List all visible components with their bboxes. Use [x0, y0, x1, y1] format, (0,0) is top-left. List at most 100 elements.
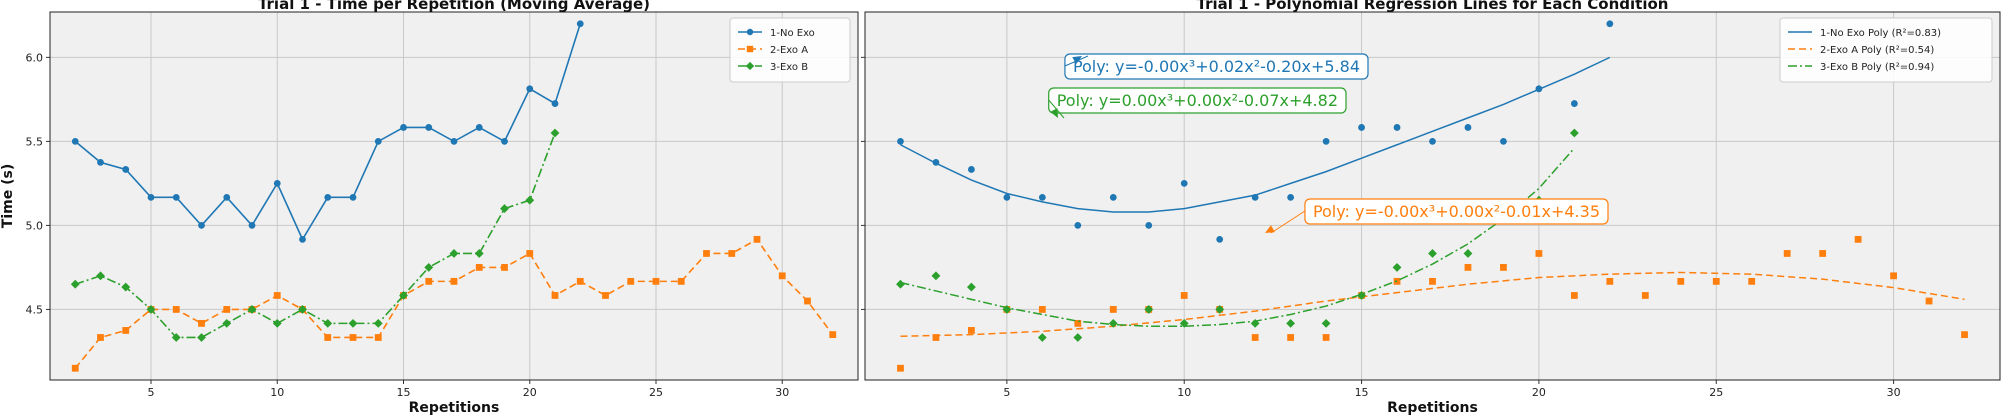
x-tick-label: 20 — [1532, 386, 1546, 399]
data-point — [1393, 124, 1401, 131]
annotation-arrow-head — [1072, 56, 1082, 65]
data-point — [1748, 277, 1756, 285]
data-point — [1890, 272, 1897, 280]
data-point — [1392, 262, 1402, 272]
data-point — [968, 327, 975, 334]
data-point — [932, 334, 940, 341]
x-tick-label: 25 — [649, 386, 663, 399]
data-point — [627, 277, 635, 285]
y-tick-label: 6.0 — [26, 51, 44, 64]
data-point — [97, 334, 104, 341]
data-point — [373, 318, 383, 328]
x-tick-label: 10 — [270, 386, 284, 399]
series-1 — [71, 20, 584, 243]
equation-annotation: Poly: y=-0.00x³+0.00x²-0.01x+4.35 — [1265, 198, 1609, 234]
data-point — [728, 250, 736, 257]
data-point — [932, 158, 940, 166]
data-point — [349, 334, 357, 341]
x-axis-label: Repetitions — [409, 400, 500, 416]
data-point — [1287, 334, 1295, 341]
data-point — [1500, 264, 1507, 271]
x-tick-label: 10 — [1177, 386, 1191, 399]
data-point — [374, 137, 382, 145]
axes-frame — [864, 11, 2001, 381]
data-point — [550, 128, 560, 138]
y-tick-label: 5.5 — [26, 135, 44, 148]
data-point — [348, 318, 358, 328]
equation-annotation: Poly: y=0.00x³+0.00x²-0.07x+4.82 — [1048, 87, 1347, 119]
series-3 — [70, 128, 560, 342]
data-point — [703, 250, 710, 257]
legend-label: 2-Exo A Poly (R²=0.54) — [1820, 45, 1934, 56]
data-point — [829, 331, 837, 339]
data-point — [374, 334, 382, 341]
data-point — [1109, 306, 1117, 313]
legend-label: 1-No Exo Poly (R²=0.83) — [1820, 28, 1941, 39]
data-point — [1251, 334, 1259, 341]
y-tick-label: 5.0 — [26, 219, 44, 232]
legend-marker — [745, 61, 755, 71]
data-point — [172, 193, 180, 201]
data-point — [1322, 334, 1330, 341]
polynomial-regression-chart: 5 10 15 20 25 30 Poly: y=-0.00x³+0.02x²-0.20x+… — [861, 0, 2001, 416]
annotation-arrow-head — [1050, 108, 1058, 118]
x-tick-label: 20 — [523, 386, 537, 399]
data-point — [96, 271, 105, 281]
x-tick-label: 5 — [148, 386, 155, 399]
data-point — [475, 124, 483, 131]
data-point — [324, 334, 332, 341]
data-point — [425, 124, 433, 131]
equation-annotation: Poly: y=-0.00x³+0.02x²-0.20x+5.84 — [1064, 53, 1369, 80]
annotation-arrow-line — [1270, 210, 1306, 234]
data-point — [1429, 137, 1436, 145]
data-point — [1358, 124, 1365, 131]
legend: 1-No Exo Poly (R²=0.83) 2-Exo A Poly (R²=… — [1779, 17, 1993, 83]
data-point — [146, 305, 156, 314]
data-point — [1250, 318, 1260, 328]
data-point — [299, 235, 306, 243]
data-point — [1074, 222, 1082, 229]
data-point — [450, 277, 458, 285]
data-point — [1144, 305, 1154, 314]
data-point — [1357, 291, 1366, 300]
data-point — [1535, 85, 1543, 93]
data-point — [1819, 250, 1827, 257]
data-point — [1606, 277, 1614, 285]
data-point — [273, 292, 281, 299]
chart-title: Trial 1 - Time per Repetition (Moving Av… — [258, 0, 650, 13]
data-point — [71, 137, 79, 145]
grid — [50, 12, 858, 380]
data-point — [1463, 249, 1473, 258]
legend-label: 3-Exo B Poly (R²=0.94) — [1820, 62, 1934, 73]
data-point — [1570, 100, 1578, 107]
data-point — [501, 264, 508, 271]
legend-label: 3-Exo B — [770, 62, 808, 73]
data-point — [147, 193, 155, 201]
data-point — [1216, 235, 1224, 243]
data-point — [753, 235, 761, 243]
data-point — [897, 364, 904, 372]
plot-area — [50, 12, 858, 380]
data-point — [551, 100, 559, 107]
data-point — [525, 195, 535, 205]
data-point — [1180, 179, 1188, 187]
x-tick-label: 30 — [1887, 386, 1901, 399]
data-point — [97, 158, 104, 166]
data-point — [399, 291, 408, 300]
data-point — [1428, 249, 1437, 258]
data-point — [474, 249, 484, 258]
time-per-repetition-chart: 5 10 15 20 25 30 4.5 5.0 5.5 6.0 1-No Exo 2-Exo A 3-… — [0, 0, 859, 416]
series-1 — [897, 20, 1614, 243]
data-point — [349, 193, 357, 201]
data-point — [273, 179, 281, 187]
data-point — [1286, 318, 1296, 328]
data-point — [1251, 193, 1259, 201]
data-point — [1570, 292, 1578, 299]
data-point — [197, 333, 206, 342]
data-point — [1215, 305, 1225, 314]
annotation-arrow-head — [1265, 225, 1275, 233]
y-tick-label: 4.5 — [26, 303, 44, 316]
data-point — [247, 305, 257, 314]
data-point — [1038, 193, 1046, 201]
